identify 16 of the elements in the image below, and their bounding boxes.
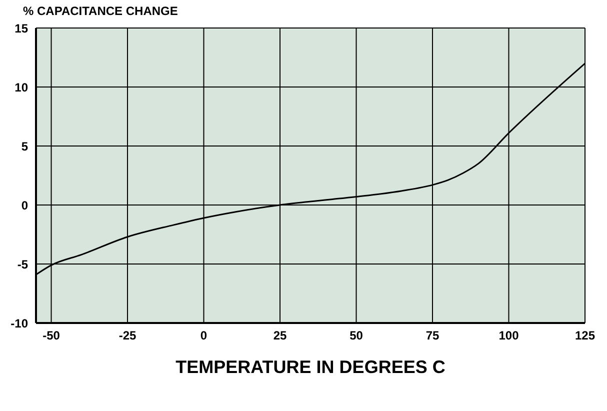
x-tick-label: 0	[200, 328, 208, 343]
y-axis-title: % CAPACITANCE CHANGE	[23, 4, 178, 18]
y-tick-label: 15	[14, 21, 28, 36]
y-tick-label: 10	[14, 80, 28, 94]
x-tick-label: 100	[498, 328, 520, 343]
x-tick-label: 125	[574, 328, 596, 343]
x-tick-label: 75	[426, 328, 440, 343]
y-tick-label: -10	[10, 316, 28, 330]
x-axis-title: TEMPERATURE IN DEGREES C	[176, 357, 446, 377]
x-tick-label: 50	[350, 328, 364, 343]
y-tick-label: -5	[17, 257, 28, 272]
x-tick-label: -50	[42, 328, 60, 343]
x-tick-label: 25	[273, 328, 287, 343]
x-tick-label: -25	[118, 328, 136, 343]
y-tick-label: 0	[21, 198, 28, 212]
y-tick-label: 5	[21, 139, 28, 154]
